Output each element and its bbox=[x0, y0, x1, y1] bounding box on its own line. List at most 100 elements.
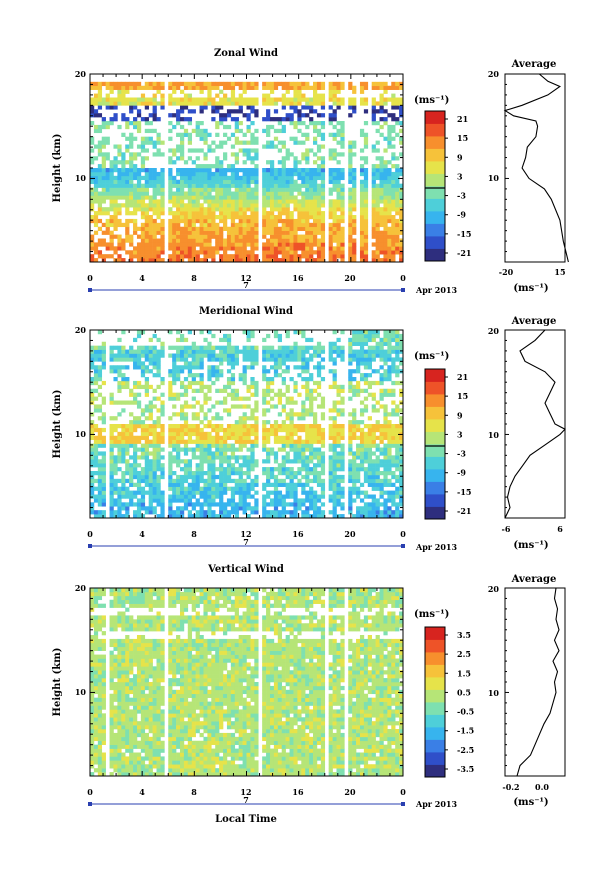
heatmap-cell bbox=[238, 207, 243, 212]
heatmap-cell bbox=[297, 121, 302, 126]
heatmap-cell bbox=[254, 175, 259, 181]
heatmap-cell bbox=[125, 490, 130, 495]
heatmap-cell bbox=[195, 424, 200, 429]
heatmap-cell bbox=[179, 416, 185, 421]
heatmap-cell bbox=[277, 215, 283, 220]
heatmap-cell bbox=[316, 215, 322, 220]
heatmap-cell bbox=[211, 353, 216, 358]
heatmap-cell bbox=[391, 361, 396, 366]
heatmap-cell bbox=[215, 412, 220, 417]
heatmap-cell bbox=[316, 195, 322, 200]
heatmap-cell bbox=[90, 140, 95, 145]
heatmap-cell bbox=[234, 160, 239, 165]
heatmap-cell bbox=[289, 117, 294, 122]
heatmap-cell bbox=[156, 494, 161, 499]
colorbar-frame bbox=[424, 368, 446, 520]
heatmap-cell bbox=[156, 514, 161, 519]
heatmap-cell bbox=[359, 435, 365, 440]
heatmap-cell bbox=[340, 242, 345, 247]
heatmap-cell bbox=[160, 179, 165, 184]
heatmap-cell bbox=[109, 254, 114, 259]
heatmap-cell bbox=[399, 420, 404, 425]
heatmap-cell bbox=[297, 349, 302, 354]
heatmap-cell bbox=[328, 211, 333, 216]
heatmap-cell bbox=[226, 427, 232, 433]
heatmap-cell bbox=[187, 187, 193, 192]
heatmap-cell bbox=[109, 349, 114, 354]
heatmap-cell bbox=[273, 117, 279, 122]
heatmap-cell bbox=[399, 435, 404, 440]
heatmap-cell bbox=[391, 156, 396, 161]
heatmap-cell bbox=[113, 478, 118, 484]
heatmap-cell bbox=[121, 89, 126, 94]
heatmap-cell bbox=[230, 357, 236, 362]
heatmap-cell bbox=[281, 230, 286, 235]
heatmap-cell bbox=[97, 199, 103, 204]
heatmap-cell bbox=[125, 81, 130, 87]
heatmap-cell bbox=[211, 246, 216, 251]
heatmap-cell bbox=[183, 179, 189, 184]
heatmap-cell bbox=[371, 215, 376, 220]
heatmap-cell bbox=[383, 369, 388, 374]
heatmap-cell bbox=[195, 85, 200, 90]
heatmap-cell bbox=[269, 238, 275, 243]
heatmap-cell bbox=[195, 490, 200, 495]
heatmap-cell bbox=[305, 211, 310, 216]
heatmap-cell bbox=[269, 81, 275, 87]
heatmap-cell bbox=[125, 195, 130, 200]
heatmap-cell bbox=[93, 388, 99, 393]
heatmap-cell bbox=[277, 490, 283, 495]
heatmap-cell bbox=[136, 486, 142, 491]
heatmap-cell bbox=[160, 471, 165, 476]
heatmap-cell bbox=[207, 478, 212, 484]
heatmap-cell bbox=[234, 191, 239, 196]
heatmap-cell bbox=[332, 427, 337, 433]
heatmap-cell bbox=[328, 486, 333, 491]
heatmap-cell bbox=[297, 424, 302, 429]
heatmap-cell bbox=[93, 222, 99, 228]
heatmap-cell bbox=[293, 171, 298, 177]
heatmap-cell bbox=[93, 258, 99, 263]
heatmap-cell bbox=[219, 463, 224, 468]
heatmap-cell bbox=[230, 258, 236, 263]
heatmap-cell bbox=[183, 234, 189, 239]
heatmap-cell bbox=[285, 424, 290, 429]
heatmap-cell bbox=[168, 443, 173, 448]
heatmap-cell bbox=[297, 140, 302, 145]
heatmap-cell bbox=[199, 451, 204, 456]
heatmap-cell bbox=[195, 81, 200, 87]
heatmap-cell bbox=[336, 427, 341, 433]
heatmap-cell bbox=[121, 451, 126, 456]
heatmap-cell bbox=[313, 510, 318, 515]
heatmap-cell bbox=[144, 478, 149, 484]
heatmap-cell bbox=[266, 490, 271, 495]
heatmap-cell bbox=[250, 377, 255, 382]
heatmap-cell bbox=[117, 510, 122, 515]
heatmap-cell bbox=[215, 144, 220, 149]
heatmap-cell bbox=[121, 132, 126, 137]
heatmap-cell bbox=[332, 199, 337, 204]
heatmap-cell bbox=[109, 400, 114, 405]
heatmap-cell bbox=[395, 439, 400, 444]
heatmap-cell bbox=[172, 124, 177, 130]
heatmap-cell bbox=[309, 211, 314, 216]
heatmap-cell bbox=[293, 246, 298, 251]
heatmap-cell bbox=[352, 187, 357, 192]
heatmap-cell bbox=[230, 238, 236, 243]
heatmap-cell bbox=[340, 124, 345, 130]
heatmap-cell bbox=[395, 353, 400, 358]
heatmap-cell bbox=[301, 183, 306, 188]
heatmap-cell bbox=[234, 152, 239, 157]
heatmap-cell bbox=[223, 510, 228, 515]
heatmap-cell bbox=[101, 124, 106, 130]
heatmap-cell bbox=[273, 218, 279, 224]
heatmap-cell bbox=[281, 408, 286, 413]
heatmap-cell bbox=[97, 128, 103, 134]
heatmap-cell bbox=[273, 474, 279, 480]
heatmap-cell bbox=[293, 490, 298, 495]
heatmap-cell bbox=[375, 345, 380, 350]
heatmap-cell bbox=[313, 195, 318, 200]
heatmap-cell bbox=[219, 101, 224, 106]
heatmap-cell bbox=[387, 510, 392, 515]
heatmap-cell bbox=[230, 175, 236, 181]
